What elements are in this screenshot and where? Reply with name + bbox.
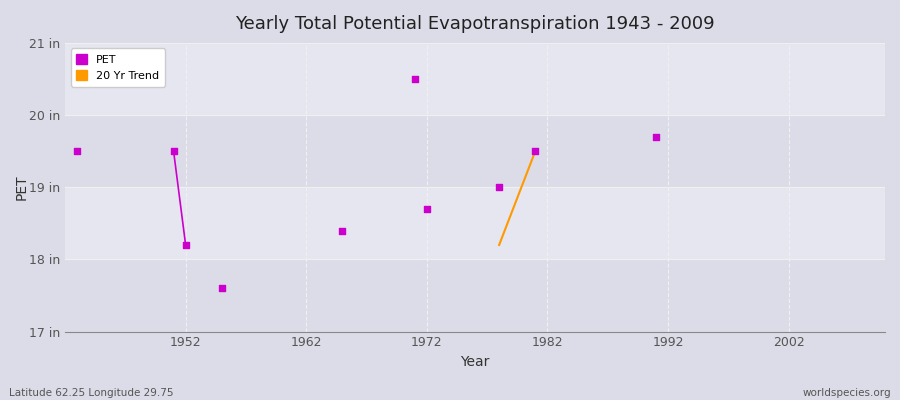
Bar [65, 187, 885, 260]
Y-axis label: PET: PET [15, 174, 29, 200]
Text: Latitude 62.25 Longitude 29.75: Latitude 62.25 Longitude 29.75 [9, 388, 174, 398]
Title: Yearly Total Potential Evapotranspiration 1943 - 2009: Yearly Total Potential Evapotranspiratio… [235, 15, 715, 33]
Point [649, 134, 663, 140]
Point [528, 148, 543, 154]
X-axis label: Year: Year [460, 355, 490, 369]
Point [70, 148, 85, 154]
Point [178, 242, 193, 248]
Point [335, 227, 349, 234]
Point [214, 285, 229, 292]
Bar [65, 115, 885, 187]
Point [419, 206, 434, 212]
Legend: PET, 20 Yr Trend: PET, 20 Yr Trend [70, 48, 165, 87]
Point [166, 148, 181, 154]
Point [408, 76, 422, 82]
Text: worldspecies.org: worldspecies.org [803, 388, 891, 398]
Bar [65, 43, 885, 115]
Bar [65, 260, 885, 332]
Point [492, 184, 507, 190]
